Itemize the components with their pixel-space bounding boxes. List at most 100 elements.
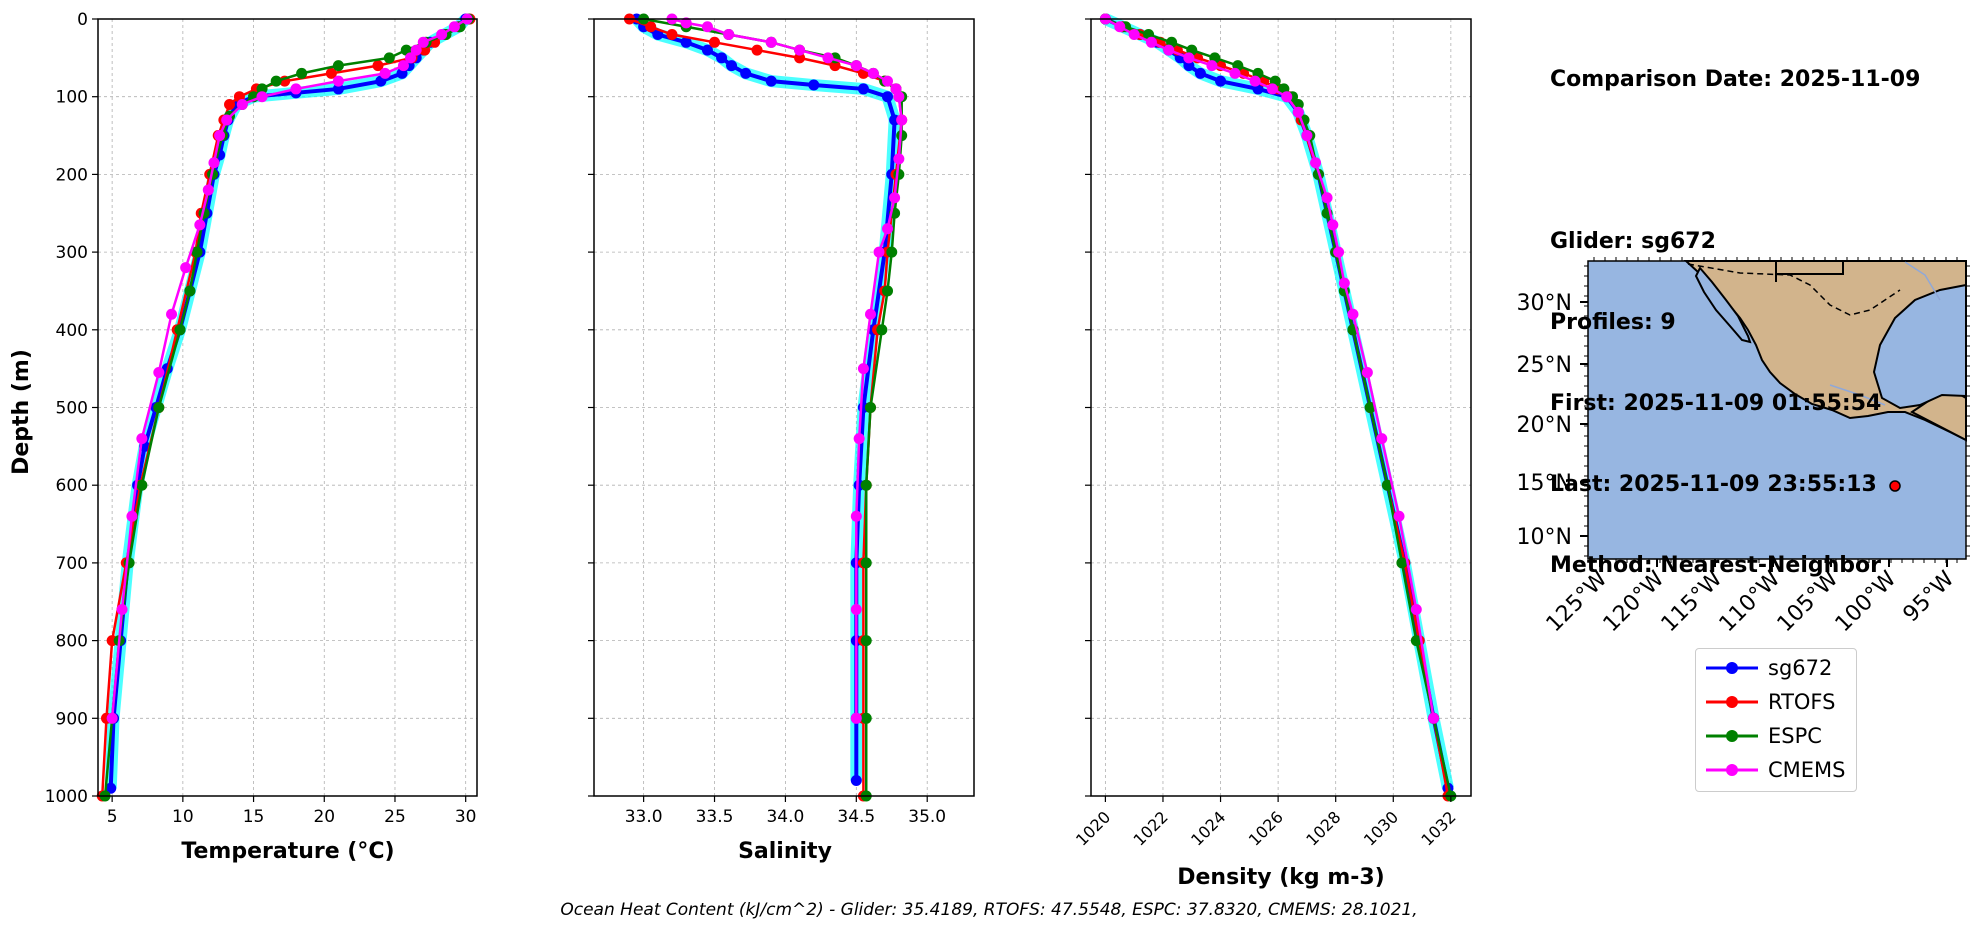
temperature-point-rtofs <box>372 60 384 72</box>
density-panel: 1020 1022 1024 1026 1028 1030 1032 <box>1072 13 1472 850</box>
salinity-point-rtofs <box>794 52 806 64</box>
temperature-point-espc <box>296 67 308 79</box>
legend-marker-rtofs <box>1706 696 1758 708</box>
salinity-point-sg672 <box>740 67 752 79</box>
temperature-xtick-label: 15 <box>243 807 265 827</box>
density-point-cmems <box>1292 106 1304 118</box>
density-point-cmems <box>1114 21 1126 33</box>
density-xtick-label: 1030 <box>1360 807 1402 849</box>
density-point-cmems <box>1361 367 1373 379</box>
density-point-sg672 <box>1215 75 1227 87</box>
salinity-point-cmems <box>889 192 901 204</box>
density-point-cmems <box>1428 712 1440 724</box>
legend-label-sg672: sg672 <box>1768 656 1833 680</box>
temperature-point-cmems <box>417 36 429 48</box>
density-point-espc <box>1410 635 1422 647</box>
salinity-point-sg672 <box>701 44 713 56</box>
legend-label-rtofs: RTOFS <box>1768 690 1836 714</box>
temperature-point-espc <box>256 83 268 95</box>
depth-tick-label: 600 <box>56 476 88 496</box>
temperature-point-espc <box>123 557 135 569</box>
legend-label-cmems: CMEMS <box>1768 758 1846 782</box>
temperature-xtick-label: 25 <box>384 807 406 827</box>
last-time: Last: 2025-11-09 23:55:13 <box>1550 472 1877 497</box>
density-line-sg672 <box>1104 17 1450 789</box>
glider-location-marker <box>1889 480 1901 492</box>
legend-item-cmems: CMEMS <box>1696 754 1856 784</box>
legend-item-rtofs: RTOFS <box>1696 686 1856 716</box>
depth-tick-label: 500 <box>56 399 88 419</box>
salinity-xlabel: Salinity <box>738 839 832 864</box>
density-xtick-label: 1026 <box>1245 807 1287 849</box>
temperature-point-cmems <box>290 83 302 95</box>
density-xtick-label: 1022 <box>1130 807 1172 849</box>
temperature-point-cmems <box>397 60 409 72</box>
depth-tick-label: 0 <box>77 10 88 30</box>
temperature-glider-profiles <box>104 14 471 789</box>
salinity-point-sg672 <box>765 75 777 87</box>
salinity-point-sg672 <box>652 29 664 41</box>
temperature-point-cmems <box>116 604 128 616</box>
salinity-point-rtofs <box>709 36 721 48</box>
density-xtick-label: 1032 <box>1417 807 1459 849</box>
density-point-cmems <box>1393 510 1405 522</box>
depth-tick-label: 400 <box>56 321 88 341</box>
density-point-cmems <box>1145 36 1157 48</box>
density-point-cmems <box>1163 44 1175 56</box>
temperature-point-cmems <box>221 114 233 126</box>
temperature-point-cmems <box>332 75 344 87</box>
legend-marker-espc <box>1706 730 1758 742</box>
density-xlabel: Density (kg m-3) <box>1177 865 1385 890</box>
density-point-cmems <box>1410 604 1422 616</box>
density-xtick-label: 1024 <box>1187 807 1229 849</box>
temperature-point-cmems <box>214 130 226 142</box>
map-frame <box>1587 260 1967 560</box>
temperature-point-espc <box>332 60 344 72</box>
temperature-point-espc <box>270 75 282 87</box>
salinity-point-cmems <box>873 246 885 258</box>
temperature-xlabel: Temperature (°C) <box>181 839 394 864</box>
salinity-point-cmems <box>882 75 894 87</box>
salinity-point-sg672 <box>882 91 894 103</box>
salinity-point-cmems <box>882 223 894 235</box>
salinity-point-espc <box>860 557 872 569</box>
salinity-panel: 33.0 33.5 34.0 34.5 35.0 <box>588 13 975 827</box>
temperature-point-rtofs <box>325 67 337 79</box>
temperature-point-cmems <box>256 91 268 103</box>
density-point-cmems <box>1128 29 1140 41</box>
map-lat-label: 20°N <box>1517 413 1572 438</box>
salinity-xtick-label: 33.0 <box>625 807 663 827</box>
density-xtick-label: 1028 <box>1302 807 1344 849</box>
salinity-point-espc <box>860 635 872 647</box>
density-point-espc <box>1396 557 1408 569</box>
salinity-point-cmems <box>853 433 865 445</box>
temperature-point-sg672 <box>332 83 344 95</box>
temperature-xtick-label: 30 <box>455 807 477 827</box>
salinity-point-cmems <box>893 153 905 165</box>
temperature-point-cmems <box>166 308 178 320</box>
temperature-point-cmems <box>379 67 391 79</box>
salinity-point-cmems <box>850 712 862 724</box>
density-point-cmems <box>1183 52 1195 64</box>
legend-label-espc: ESPC <box>1768 724 1822 748</box>
legend: sg672 RTOFS ESPC CMEMS <box>1695 648 1857 792</box>
density-xtick-label: 1020 <box>1072 807 1114 849</box>
map-rivers <box>1829 261 1941 406</box>
salinity-point-sg672 <box>808 79 820 91</box>
map-lat-label: 15°N <box>1517 471 1572 496</box>
salinity-xtick-label: 35.0 <box>908 807 946 827</box>
temperature-point-espc <box>184 285 196 297</box>
salinity-point-cmems <box>850 510 862 522</box>
temperature-point-cmems <box>236 98 248 110</box>
temperature-point-espc <box>153 402 165 413</box>
temperature-xtick-label: 20 <box>313 807 335 827</box>
temperature-point-cmems <box>136 433 148 445</box>
map-gulf <box>1872 283 1967 410</box>
salinity-point-espc <box>860 479 872 491</box>
temperature-point-cmems <box>448 21 460 33</box>
salinity-point-cmems <box>850 60 862 72</box>
legend-marker-sg672 <box>1706 662 1758 674</box>
legend-item-espc: ESPC <box>1696 720 1856 750</box>
salinity-point-rtofs <box>829 60 841 72</box>
